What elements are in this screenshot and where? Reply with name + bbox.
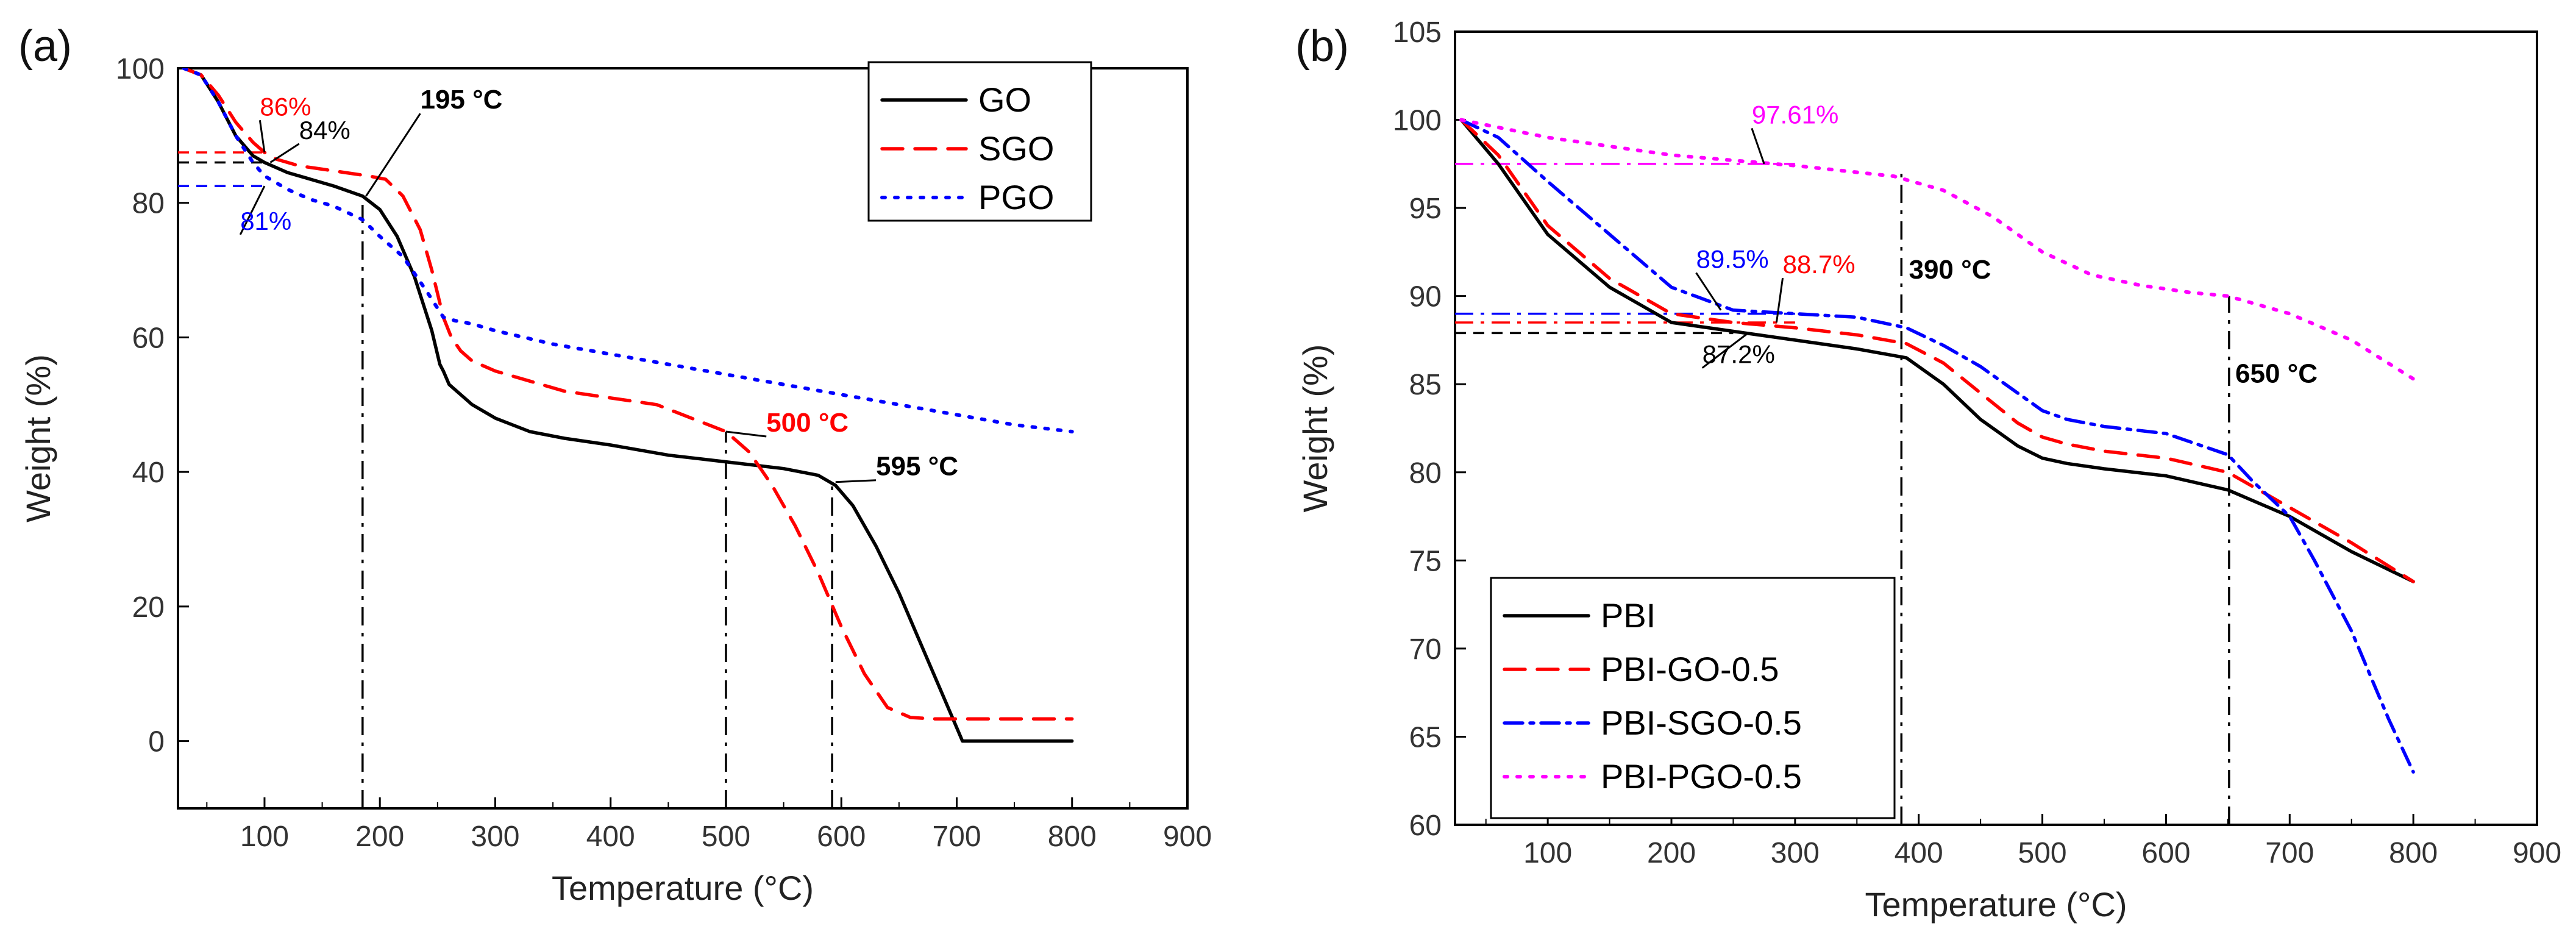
chartb-plot-frame: [1454, 30, 2538, 826]
chartb-ytick-label: 70: [1409, 633, 1442, 666]
charta-annotation-label: 81%: [240, 207, 291, 235]
charta-y-axis-title: Weight (%): [19, 354, 57, 522]
chartb-ytick-label: 90: [1409, 281, 1442, 313]
charta-plot-frame: [177, 67, 1189, 810]
chartb-ytick-label: 80: [1409, 457, 1442, 490]
chartb-legend-label: PBI-GO-0.5: [1601, 650, 1779, 688]
charta-annotation-label: 595 °C: [876, 452, 958, 482]
charta-annotation-leader: [258, 120, 266, 153]
chartb-y-axis-title: Weight (%): [1296, 344, 1334, 513]
chartb-annotation-leader: [1775, 277, 1784, 323]
chartb-annotation-label: 390 °C: [1909, 255, 1991, 285]
charta-x-axis-title: Temperature (°C): [552, 869, 814, 907]
charta-series-go: [182, 68, 1074, 743]
chartb-xtick-label: 300: [1771, 837, 1820, 869]
chartb-legend-label: PBI: [1601, 596, 1656, 635]
chartb-legend-label: PBI-SGO-0.5: [1601, 703, 1802, 742]
chartb-xtick-label: 400: [1895, 837, 1943, 869]
chartb-annotation-label: 650 °C: [2235, 358, 2318, 388]
chartb-xtick-label: 100: [1523, 837, 1572, 869]
chartb-xtick-label: 800: [2389, 837, 2438, 869]
chartb-series-pbi-sgo-0-5: [1459, 118, 2415, 774]
charta-xtick-label: 100: [240, 821, 289, 853]
chartb-ytick-label: 85: [1409, 369, 1442, 401]
chartb-annotation-label: 97.61%: [1752, 100, 1838, 129]
charta-xtick-label: 600: [817, 821, 866, 853]
chartb-annotation-label: 88.7%: [1783, 250, 1856, 279]
chartb-legend: PBI PBI-GO-0.5 PBI-SGO-0.5 PBI-PGO-0.5: [1490, 577, 1896, 819]
charta-xtick-label: 300: [471, 821, 519, 853]
charta-series-pgo: [182, 68, 1074, 433]
charta-ytick-label: 80: [132, 188, 165, 220]
chartb-ytick-label: 65: [1409, 721, 1442, 753]
charta-xtick-label: 900: [1163, 821, 1212, 853]
charta-ytick-label: 40: [132, 457, 165, 489]
charta: 100 200 300 400 500 600 700 800 900 0 20 40 60 80 100 T…: [18, 22, 1212, 907]
chartb-xtick-label: 200: [1647, 837, 1696, 869]
charta-annotation-leader: [835, 479, 877, 483]
chartb-annotation-leader: [1695, 272, 1722, 311]
charta-annotation-leader: [365, 113, 421, 197]
chartb-annotation-label: 87.2%: [1703, 340, 1775, 369]
chartb-panel-label: (b): [1295, 22, 1349, 71]
charta-ytick-label: 0: [148, 726, 165, 758]
chartb-xtick-label: 900: [2513, 837, 2561, 869]
charta-ytick-label: 60: [132, 322, 165, 354]
charta-series-sgo: [182, 68, 1074, 721]
chartb-xtick-label: 700: [2265, 837, 2314, 869]
chartb-ytick-label: 75: [1409, 545, 1442, 577]
charta-panel-label: (a): [18, 22, 72, 71]
charta-annotation-label: 500 °C: [766, 408, 849, 438]
charta-legend-box: [867, 61, 1092, 222]
chartb-ytick-label: 60: [1409, 810, 1442, 842]
charta-legend-label: PGO: [978, 178, 1054, 216]
charta-annotation-leader: [239, 185, 266, 235]
charta-xtick-label: 800: [1048, 821, 1097, 853]
chartb-xtick-label: 600: [2141, 837, 2190, 869]
charta-xtick-label: 500: [702, 821, 750, 853]
charta-legend: GO SGO PGO: [867, 61, 1092, 222]
chartb-xtick-label: 500: [2018, 837, 2067, 869]
chartb-annotation-leader: [1701, 332, 1749, 369]
chartb-x-axis-title: Temperature (°C): [1865, 885, 2127, 924]
charta-annotation-label: 195 °C: [420, 85, 502, 115]
charta-ytick-label: 20: [132, 591, 165, 624]
chartb-series-pbi-go-0-5: [1459, 118, 2415, 583]
chartb-ytick-label: 95: [1409, 193, 1442, 225]
chartb-series-pbi: [1459, 118, 2415, 583]
charta-annotation-leader: [725, 430, 767, 438]
charta-xtick-label: 200: [355, 821, 404, 853]
chartb-annotation-label: 89.5%: [1696, 244, 1769, 273]
chartb-annotation-leader: [1751, 127, 1765, 165]
chartb: 100 200 300 400 500 600 700 800 900 60 65 70 75 80 85 9…: [1295, 16, 2561, 924]
charta-legend-label: GO: [978, 80, 1031, 119]
charta-annotation-label: 86%: [260, 92, 311, 121]
chartb-legend-label: PBI-PGO-0.5: [1601, 757, 1802, 796]
charta-annotation-label: 84%: [299, 116, 350, 144]
charta-ytick-label: 100: [116, 53, 165, 85]
chartb-ytick-label: 105: [1393, 16, 1442, 49]
chartb-ytick-label: 100: [1393, 105, 1442, 137]
charta-annotation-leader: [269, 143, 300, 163]
charta-legend-label: SGO: [978, 129, 1054, 168]
charta-xtick-label: 700: [932, 821, 981, 853]
chartb-series-pbi-pgo-0-5: [1459, 118, 2416, 381]
charta-xtick-label: 400: [586, 821, 635, 853]
